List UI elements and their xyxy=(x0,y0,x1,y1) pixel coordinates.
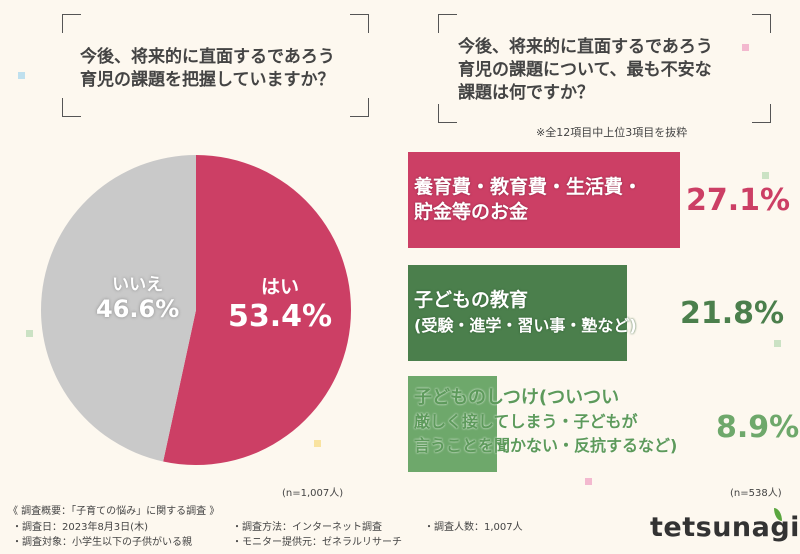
footer-provider: ・モニター提供元：ゼネラルリサーチ xyxy=(232,537,402,548)
bar-label-line: 言うことを聞かない・反抗するなど) xyxy=(414,436,678,455)
bar-label-1: 養育費・教育費・生活費・ 貯金等のお金 xyxy=(414,175,642,225)
corner-bracket xyxy=(62,14,81,33)
bar-2 xyxy=(408,265,627,361)
slice-value: 53.4% xyxy=(228,299,333,334)
bar-label-line: 養育費・教育費・生活費・ xyxy=(414,176,643,198)
pie-label-no: いいえ 46.6% xyxy=(96,270,179,323)
pie-label-yes: はい 53.4% xyxy=(228,272,332,334)
footer-target: ・調査対象：小学生以下の子供がいる親 xyxy=(12,537,192,548)
bar-3 xyxy=(408,376,498,472)
question-line: 今後、将来的に直面するであろう xyxy=(80,47,335,67)
bar-label-line: 厳しく接してしまう・子どもが xyxy=(414,412,638,431)
bar-label-line: 子どものしつけ(ついつい xyxy=(414,387,620,408)
corner-bracket xyxy=(438,14,457,33)
pie-slice xyxy=(163,155,352,465)
bar-label-line: 貯金等のお金 xyxy=(414,201,529,223)
bar-label-2: 子どもの教育 (受験・進学・習い事・塾など) xyxy=(414,288,637,338)
logo: tetsunagi xyxy=(650,512,800,543)
decor-dot xyxy=(26,330,33,337)
pie-chart xyxy=(41,155,352,465)
bar-label-line: 子どもの教育 xyxy=(414,289,529,311)
corner-bracket xyxy=(350,98,369,117)
bar-label-line: (受験・進学・習い事・塾など) xyxy=(414,316,637,335)
footer-count: ・調査人数：1,007人 xyxy=(424,522,523,533)
decor-dot xyxy=(742,44,749,51)
question-line: 今後、将来的に直面するであろう xyxy=(458,37,713,57)
decor-dot xyxy=(314,440,321,447)
right-n: (n=538人) xyxy=(730,488,782,499)
question-line: 育児の課題を把握していますか？ xyxy=(80,70,335,90)
bar-value-1: 27.1% xyxy=(686,183,791,218)
footer-title: 《 調査概要：「子育ての悩み」に関する調査 》 xyxy=(8,506,220,517)
question-line: 育児の課題について、最も不安な xyxy=(458,60,712,80)
pie-slice xyxy=(41,155,196,462)
footer-date: ・調査日：2023年8月3日(木) xyxy=(12,522,148,533)
corner-bracket xyxy=(350,14,369,33)
slice-value: 46.6% xyxy=(96,295,180,323)
bar-label-3: 子どものしつけ(ついつい 厳しく接してしまう・子どもが 言うことを聞かない・反抗… xyxy=(414,386,677,458)
bar-1 xyxy=(408,152,680,248)
decor-dot xyxy=(762,172,769,179)
right-question: 今後、将来的に直面するであろう 育児の課題について、最も不安な 課題は何ですか？ xyxy=(458,36,713,105)
footer-method: ・調査方法：インターネット調査 xyxy=(232,522,382,533)
left-question: 今後、将来的に直面するであろう 育児の課題を把握していますか？ xyxy=(80,46,335,92)
decor-dot xyxy=(585,478,592,485)
bar-value-2: 21.8% xyxy=(680,296,785,331)
bar-value-3: 8.9% xyxy=(716,410,800,445)
corner-bracket xyxy=(62,98,81,117)
note: ※全12項目中上位3項目を抜粋 xyxy=(536,126,688,139)
decor-dot xyxy=(774,340,781,347)
question-line: 課題は何ですか？ xyxy=(458,83,594,103)
decor-dot xyxy=(18,72,25,79)
corner-bracket xyxy=(752,104,771,123)
corner-bracket xyxy=(752,14,771,33)
left-n: (n=1,007人) xyxy=(282,488,344,499)
slice-label: いいえ xyxy=(112,275,164,295)
corner-bracket xyxy=(438,104,457,123)
slice-label: はい xyxy=(261,276,300,298)
logo-leaf-icon xyxy=(774,508,782,521)
